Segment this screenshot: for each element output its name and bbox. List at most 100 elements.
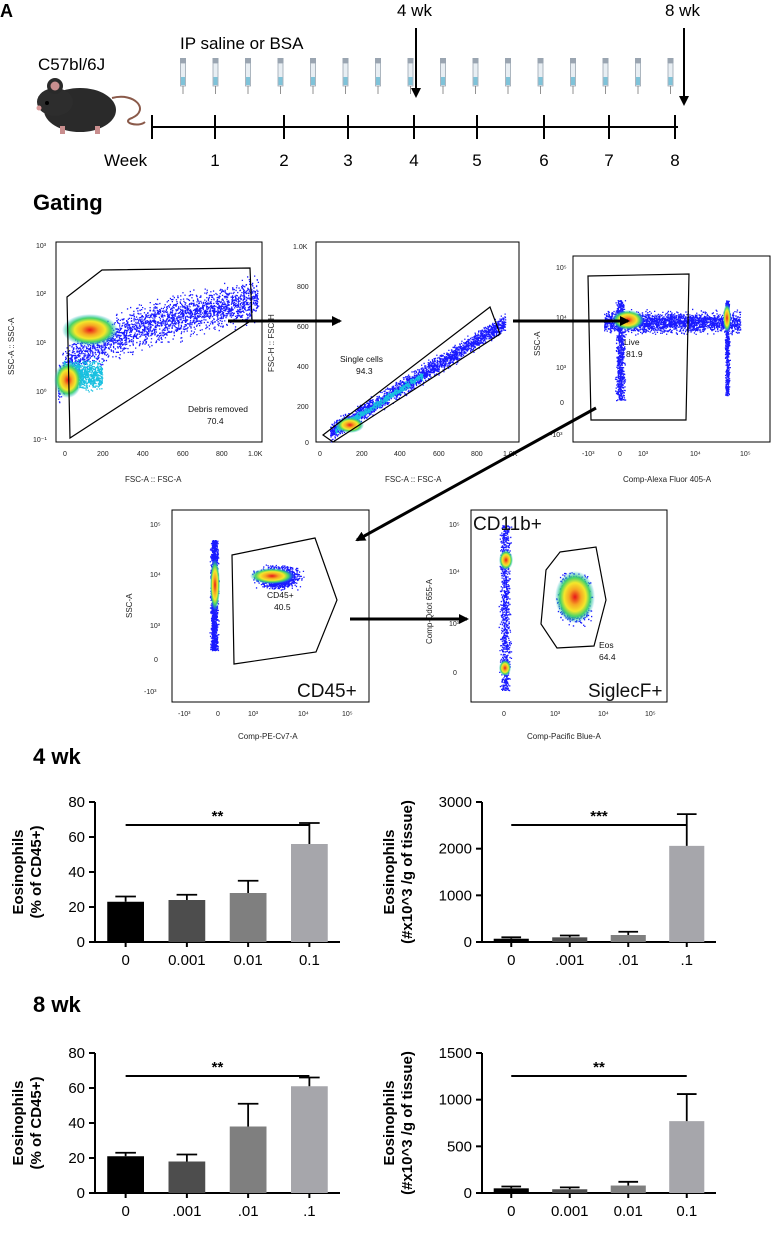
syringe-liquid xyxy=(538,77,543,85)
y-tick: 10⁵ xyxy=(150,522,161,529)
y-tick-label: 0 xyxy=(77,934,85,951)
syringe-icon xyxy=(440,58,446,94)
gate-name: Debris removed xyxy=(188,404,248,414)
syringe-plunger xyxy=(407,58,414,63)
bar xyxy=(552,937,588,942)
corner-label: SiglecF+ xyxy=(588,681,662,702)
syringe-plunger xyxy=(667,58,674,63)
y-tick-label: 80 xyxy=(68,1045,85,1062)
x-tick: 10⁵ xyxy=(645,711,656,718)
x-tick-label: 0 xyxy=(507,1203,515,1220)
y-tick: 10⁻¹ xyxy=(33,437,47,444)
syringe-icon xyxy=(277,58,284,94)
x-tick-label: 0 xyxy=(507,952,515,969)
syringe-liquid xyxy=(213,77,218,85)
week-axis-label: Week xyxy=(104,151,148,170)
syringe-liquid xyxy=(571,77,575,85)
bar xyxy=(229,1126,267,1193)
bar xyxy=(669,845,705,942)
y-axis-label: Eosinophils xyxy=(10,829,27,914)
syringe-plunger xyxy=(180,58,186,63)
syringe-plunger xyxy=(342,58,349,63)
gate-value: 70.4 xyxy=(207,416,224,426)
x-tick: 0 xyxy=(216,711,220,718)
significance-label: ** xyxy=(593,1059,605,1076)
syringe-liquid xyxy=(441,77,445,85)
syringe-liquid xyxy=(311,77,315,85)
y-tick-label: 3000 xyxy=(439,794,472,811)
significance-label: ** xyxy=(212,1059,224,1076)
y-tick-label: 2000 xyxy=(439,841,472,858)
y-tick: 800 xyxy=(297,284,309,291)
y-axis-label: FSC-H :: FSC-H xyxy=(267,314,276,372)
syringe-icon xyxy=(667,58,674,94)
y-tick: 10⁴ xyxy=(150,572,161,579)
x-tick: 10⁴ xyxy=(598,711,609,718)
gate-eos xyxy=(540,546,607,649)
significance-label: ** xyxy=(212,808,224,825)
gate-name: CD45+ xyxy=(267,590,294,600)
syringe-liquid xyxy=(473,77,478,85)
mouse-icon xyxy=(36,78,146,134)
facs-density-hotspot xyxy=(250,568,294,584)
y-tick: 0 xyxy=(560,400,564,407)
section-8wk-title: 8 wk xyxy=(33,992,81,1017)
syringe-icon xyxy=(570,58,576,94)
gating-title: Gating xyxy=(33,190,103,215)
syringe-icon xyxy=(310,58,316,94)
x-tick-label: 0.01 xyxy=(234,952,263,969)
facs-plot-singlets: Single cells 94.3 1.0K 800 600 400 200 0… xyxy=(267,241,520,484)
y-tick: 10⁴ xyxy=(556,315,567,322)
syringe-row xyxy=(180,58,674,94)
week-ticks: 1 2 3 4 5 6 7 8 xyxy=(210,115,680,170)
syringe-icon xyxy=(537,58,544,94)
y-tick: 10³ xyxy=(449,621,460,628)
y-tick-label: 0 xyxy=(464,1185,472,1202)
bar xyxy=(610,935,646,942)
syringe-plunger xyxy=(505,58,511,63)
x-tick-label: 0 xyxy=(121,1203,129,1220)
syringe-icon xyxy=(407,58,414,94)
x-tick: -10³ xyxy=(582,451,595,458)
gating-arrows xyxy=(228,316,630,624)
x-tick: 800 xyxy=(216,451,228,458)
treatment-label: IP saline or BSA xyxy=(180,34,304,53)
week-label: 8 xyxy=(670,151,679,170)
syringe-liquid xyxy=(603,77,608,85)
bar-chart-4wk-percent: 0 20 40 60 80 0 0.001 0.01 0.1 ** Eosinophils (% of… xyxy=(10,794,340,969)
gate-value: 64.4 xyxy=(599,652,616,662)
syringe-liquid xyxy=(278,77,283,85)
syringe-liquid xyxy=(506,77,510,85)
y-tick: 1.0K xyxy=(293,244,308,251)
y-tick-label: 40 xyxy=(68,1115,85,1132)
x-axis-label: FSC-A :: FSC-A xyxy=(385,475,442,484)
x-tick-label: .001 xyxy=(172,1203,201,1220)
x-tick-label: .1 xyxy=(303,1203,316,1220)
x-tick: 600 xyxy=(177,451,189,458)
x-tick: 200 xyxy=(97,451,109,458)
strain-label: C57bl/6J xyxy=(38,55,105,74)
corner-label: CD45+ xyxy=(297,681,357,702)
y-axis-label: SSC-A xyxy=(125,593,134,618)
syringe-icon xyxy=(342,58,349,94)
bar xyxy=(493,938,529,942)
week-label: 3 xyxy=(343,151,352,170)
syringe-icon xyxy=(375,58,381,94)
syringe-icon xyxy=(245,58,251,94)
syringe-plunger xyxy=(212,58,219,63)
marker-8wk-label: 8 wk xyxy=(665,1,700,20)
facs-scatter xyxy=(498,525,595,692)
x-axis-label: Comp-Pacific Blue-A xyxy=(527,732,601,741)
bar xyxy=(493,1188,529,1193)
gate-live xyxy=(587,273,690,421)
syringe-liquid xyxy=(408,77,413,85)
syringe-icon xyxy=(180,58,186,94)
syringe-plunger xyxy=(537,58,544,63)
syringe-liquid xyxy=(636,77,640,85)
bar xyxy=(552,1189,588,1193)
facs-plot-frame xyxy=(171,509,370,703)
y-tick: 0 xyxy=(305,440,309,447)
syringe-liquid xyxy=(376,77,380,85)
y-axis-label: Comp-Qdot 655-A xyxy=(425,578,434,644)
